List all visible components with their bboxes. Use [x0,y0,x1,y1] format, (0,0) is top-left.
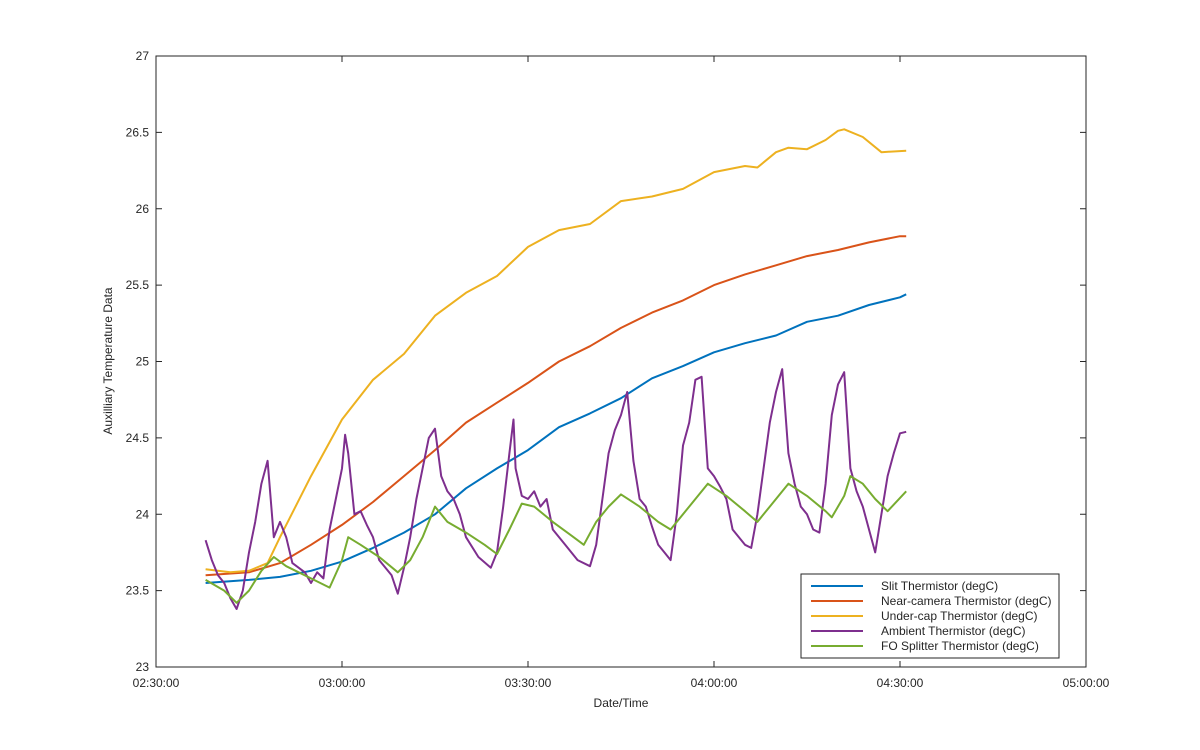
x-tick-label: 04:00:00 [691,676,738,690]
y-axis-label: Auxilliary Temperature Data [101,287,115,435]
legend-entry-label: FO Splitter Thermistor (degC) [881,639,1039,653]
y-tick-label: 25 [136,355,150,369]
series-line-under-cap-thermistor [205,128,907,574]
y-tick-label: 24 [136,507,150,521]
axis-ticks: 02:30:00 03:00:00 03:30:00 04:00:00 04:30:00… [126,49,1110,690]
y-tick-label: 24.5 [126,431,150,445]
series-line-near-camera-thermistor [205,235,907,577]
y-tick-label: 27 [136,49,150,63]
y-tick-label: 23.5 [126,584,150,598]
legend-entry-label: Ambient Thermistor (degC) [881,624,1026,638]
x-tick-label: 02:30:00 [133,676,180,690]
x-tick-label: 03:00:00 [319,676,366,690]
x-tick-label: 04:30:00 [877,676,924,690]
legend-entry-label: Under-cap Thermistor (degC) [881,609,1038,623]
legend-entry-label: Near-camera Thermistor (degC) [881,594,1052,608]
plot-area [155,55,1087,668]
x-tick-label: 03:30:00 [505,676,552,690]
series-line-slit-thermistor [205,293,907,584]
y-tick-label: 26.5 [126,125,150,139]
y-tick-label: 25.5 [126,278,150,292]
legend-entry-label: Slit Thermistor (degC) [881,579,998,593]
y-tick-label: 23 [136,660,150,674]
y-tick-label: 26 [136,202,150,216]
series-line-fo-splitter-thermistor [205,475,907,604]
legend: Slit Thermistor (degC)Near-camera Thermi… [800,573,1060,659]
x-axis-label: Date/Time [594,696,649,710]
series-lines [204,128,907,610]
x-tick-label: 05:00:00 [1063,676,1110,690]
